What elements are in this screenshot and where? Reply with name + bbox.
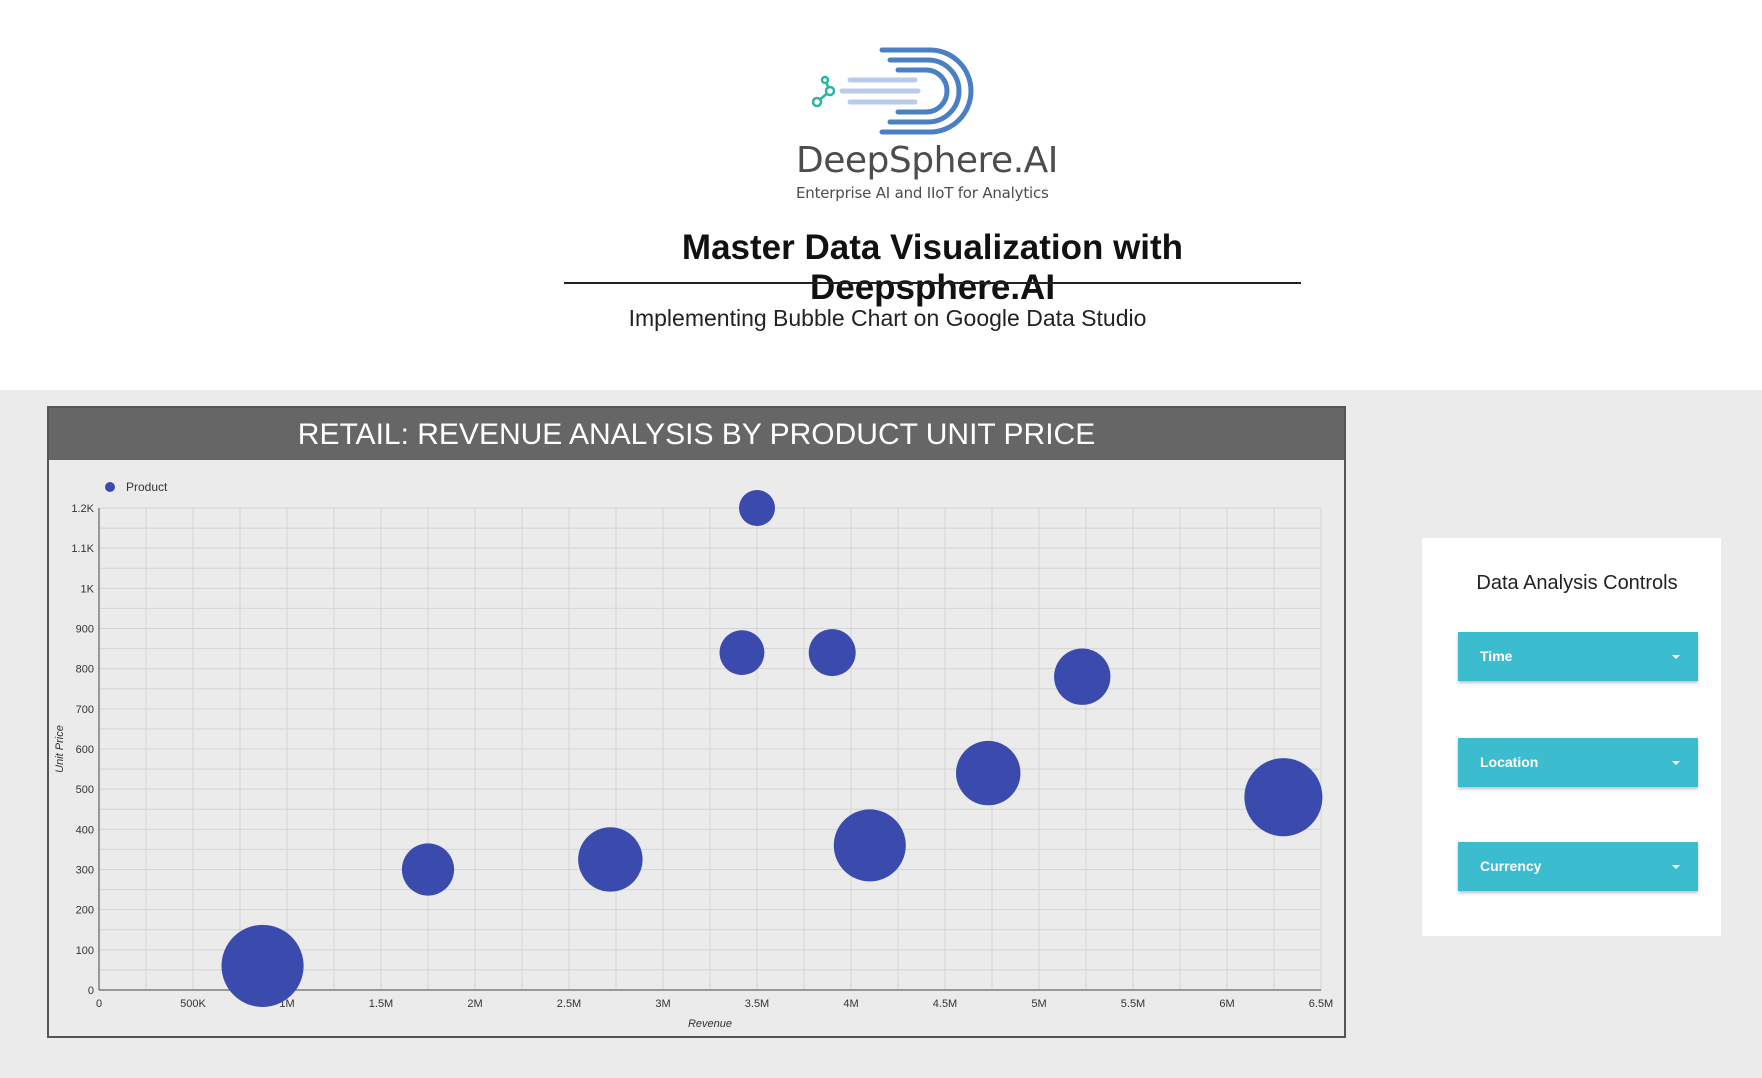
bubble-point[interactable] (719, 630, 765, 676)
y-tick-label: 800 (76, 664, 94, 676)
location-dropdown-label: Location (1480, 754, 1539, 770)
x-tick-label: 3M (655, 998, 670, 1010)
x-tick-label: 1.5M (369, 998, 393, 1010)
x-tick-label: 4M (843, 998, 858, 1010)
x-tick-label: 2.5M (557, 998, 581, 1010)
caret-down-icon (1672, 865, 1680, 869)
bubble-point[interactable] (808, 629, 856, 677)
y-axis-title: Unit Price (54, 725, 66, 773)
controls-title: Data Analysis Controls (1476, 572, 1678, 594)
y-tick-label: 600 (76, 744, 94, 756)
brand-logo-text: DeepSphere.AI (796, 140, 1058, 181)
bubble-point[interactable] (833, 809, 906, 882)
x-tick-label: 2M (467, 998, 482, 1010)
x-axis-title: Revenue (688, 1018, 732, 1030)
x-tick-label: 500K (180, 998, 206, 1010)
brand-tagline: Enterprise AI and IIoT for Analytics (796, 184, 1049, 202)
x-tick-label: 6M (1219, 998, 1234, 1010)
data-analysis-controls-panel: Data Analysis Controls Time Location Cur… (1422, 538, 1721, 936)
y-tick-label: 300 (76, 865, 94, 877)
bubble-point[interactable] (956, 740, 1021, 806)
y-tick-label: 1.2K (71, 503, 94, 515)
time-dropdown-label: Time (1480, 648, 1513, 664)
y-tick-label: 0 (88, 985, 94, 997)
x-tick-label: 4.5M (933, 998, 957, 1010)
bubble-point[interactable] (1054, 648, 1111, 705)
bubble-point[interactable] (578, 827, 643, 892)
y-tick-label: 700 (76, 704, 94, 716)
currency-dropdown-label: Currency (1480, 858, 1542, 874)
bubble-point[interactable] (401, 843, 455, 896)
x-tick-label: 6.5M (1309, 998, 1333, 1010)
x-tick-label: 5M (1031, 998, 1046, 1010)
legend-label: Product (126, 480, 168, 494)
caret-down-icon (1672, 761, 1680, 765)
caret-down-icon (1672, 655, 1680, 659)
bubble-point[interactable] (739, 490, 775, 526)
deepsphere-logo-icon (811, 47, 974, 135)
bubble-chart-card[interactable]: RETAIL: REVENUE ANALYSIS BY PRODUCT UNIT… (47, 406, 1346, 1038)
bubble-point[interactable] (221, 924, 304, 1007)
chart-header: RETAIL: REVENUE ANALYSIS BY PRODUCT UNIT… (49, 408, 1344, 460)
time-dropdown[interactable]: Time (1458, 632, 1698, 681)
y-tick-label: 1.1K (71, 543, 94, 555)
bubble-chart[interactable]: 0 500K 1M 1.5M 2M 2.5M 3M 3.5M 4M 4.5M 5M 5.5M 6M 6.5… (47, 406, 1346, 1038)
y-tick-label: 100 (76, 945, 94, 957)
x-tick-label: 3.5M (745, 998, 769, 1010)
page-title: Master Data Visualization with Deepspher… (681, 228, 1184, 307)
bubble-point[interactable] (1244, 758, 1323, 837)
x-tick-label: 5.5M (1121, 998, 1145, 1010)
page-subtitle: Implementing Bubble Chart on Google Data… (628, 305, 1147, 331)
y-tick-label: 500 (76, 784, 94, 796)
legend-marker (105, 482, 115, 492)
x-tick-label: 0 (96, 998, 102, 1010)
report-header: DeepSphere.AI Enterprise AI and IIoT for… (0, 0, 1762, 390)
y-tick-label: 1K (81, 583, 95, 595)
y-tick-label: 400 (76, 824, 94, 836)
location-dropdown[interactable]: Location (1458, 738, 1698, 787)
currency-dropdown[interactable]: Currency (1458, 842, 1698, 891)
y-tick-label: 200 (76, 905, 94, 917)
y-tick-label: 900 (76, 624, 94, 636)
title-divider (564, 282, 1301, 284)
